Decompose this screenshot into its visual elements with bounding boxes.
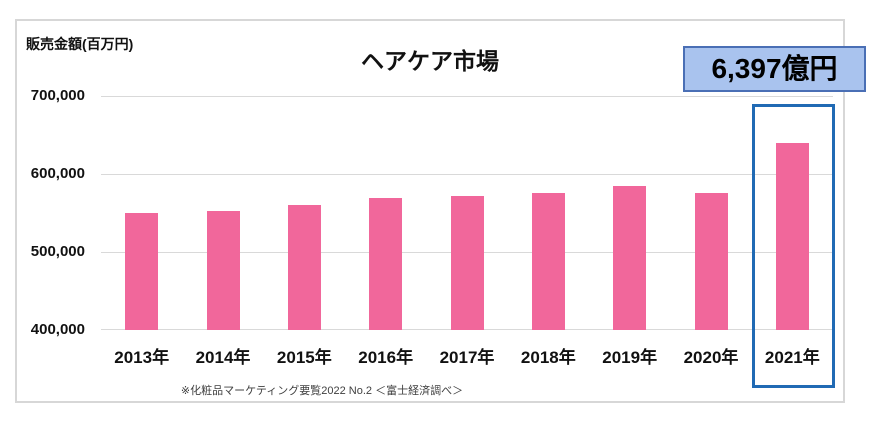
y-tick-label: 700,000 [30,87,85,104]
chart-title: ヘアケア市場 [361,48,499,74]
x-tick-label-2015年: 2015年 [276,348,332,367]
x-tick-label-2019年: 2019年 [602,348,658,367]
bar-2019年 [613,186,647,330]
bar-2016年 [369,198,403,330]
bar-2021年 [775,143,809,330]
bar-2013年 [125,213,159,330]
value-callout: 6,397億円 [683,46,866,92]
plot-area [101,96,833,330]
x-tick-label-2017年: 2017年 [439,348,495,367]
bar-2020年 [694,193,728,330]
x-tick-label-2016年: 2016年 [358,348,414,367]
y-axis-unit-label: 販売金額(百万円) [26,36,134,52]
x-tick-label-2021年: 2021年 [764,348,820,367]
bar-2018年 [531,193,565,330]
y-tick-label: 600,000 [30,165,85,182]
source-footnote: ※化粧品マーケティング要覧2022 No.2 ＜富士経済調べ＞ [180,385,464,397]
x-tick-label-2018年: 2018年 [520,348,576,367]
x-tick-label-2014年: 2014年 [195,348,251,367]
gridline-700000 [101,96,833,97]
chart-frame: 販売金額(百万円) ヘアケア市場 6,397億円 700,000 600,000… [15,19,866,403]
bar-2015年 [287,205,321,330]
x-tick-label-2013年: 2013年 [114,348,170,367]
x-tick-label-2020年: 2020年 [683,348,739,367]
gridline-600000 [101,174,833,175]
bar-2014年 [206,211,240,330]
y-tick-label: 500,000 [30,243,85,260]
y-tick-label: 400,000 [30,321,85,338]
bar-2017年 [450,196,484,330]
highlight-rectangle-2021 [752,104,835,388]
